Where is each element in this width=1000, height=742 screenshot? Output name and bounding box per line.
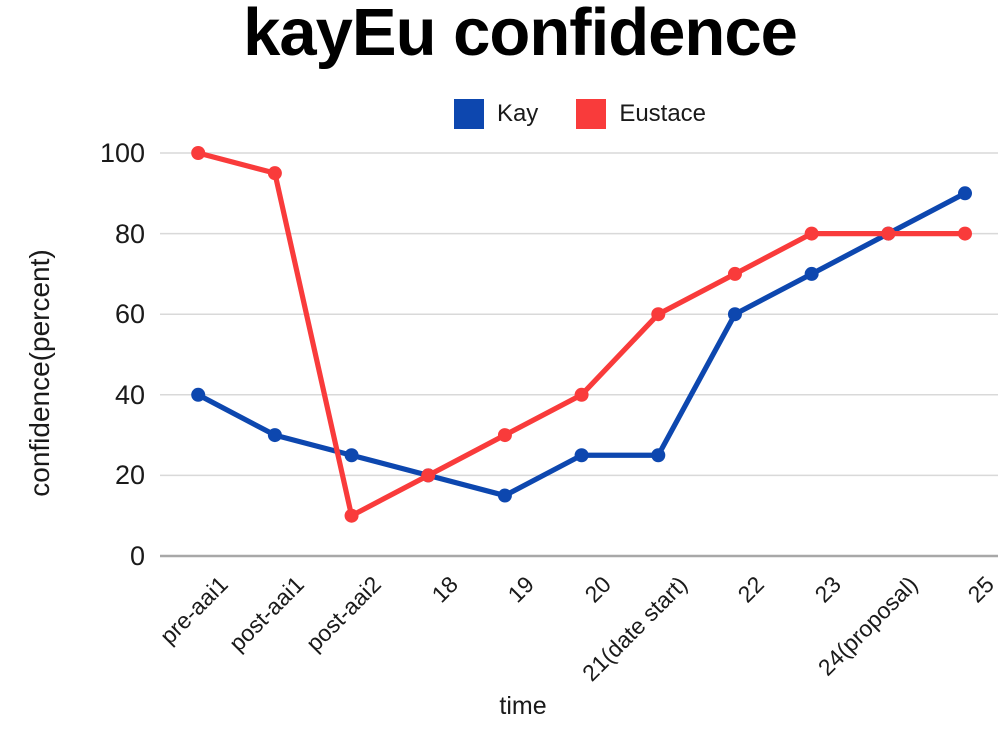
y-tick-label-80: 80 — [114, 218, 145, 249]
legend-item-eustace[interactable]: Eustace — [576, 99, 706, 129]
x-axis-title: time — [499, 692, 547, 720]
data-point-kay-10[interactable] — [958, 186, 972, 201]
data-point-kay-8[interactable] — [804, 266, 819, 281]
data-point-kay-1[interactable] — [267, 428, 282, 443]
data-point-kay-7[interactable] — [727, 307, 742, 322]
data-point-kay-2[interactable] — [344, 448, 359, 463]
data-point-kay-0[interactable] — [191, 387, 206, 402]
data-point-kay-6[interactable] — [651, 448, 666, 463]
legend: Kay Eustace — [160, 99, 1000, 129]
legend-label-eustace: Eustace — [619, 100, 707, 127]
legend-item-kay[interactable]: Kay — [453, 99, 539, 129]
data-point-kay-5[interactable] — [574, 448, 589, 463]
data-point-eustace-4[interactable] — [497, 428, 512, 443]
data-point-eustace-3[interactable] — [421, 468, 436, 483]
data-point-eustace-0[interactable] — [191, 146, 206, 160]
eustace-swatch-icon — [576, 99, 607, 129]
y-tick-label-60: 60 — [114, 299, 145, 330]
data-point-eustace-2[interactable] — [344, 508, 359, 523]
y-tick-label-20: 20 — [114, 460, 145, 491]
data-point-kay-4[interactable] — [497, 488, 512, 503]
y-tick-label-100: 100 — [99, 138, 145, 168]
legend-label-kay: Kay — [496, 100, 539, 127]
data-point-eustace-8[interactable] — [804, 226, 819, 241]
y-tick-label-0: 0 — [129, 541, 145, 571]
kay-swatch-icon — [453, 99, 484, 129]
chart-title: kayEu confidence — [243, 0, 798, 70]
data-point-eustace-7[interactable] — [727, 266, 742, 281]
data-point-eustace-6[interactable] — [651, 307, 666, 322]
data-point-eustace-5[interactable] — [574, 387, 589, 402]
y-tick-label-40: 40 — [114, 379, 145, 410]
data-point-eustace-9[interactable] — [881, 226, 896, 241]
data-point-eustace-1[interactable] — [267, 166, 282, 181]
data-point-eustace-10[interactable] — [958, 226, 972, 241]
